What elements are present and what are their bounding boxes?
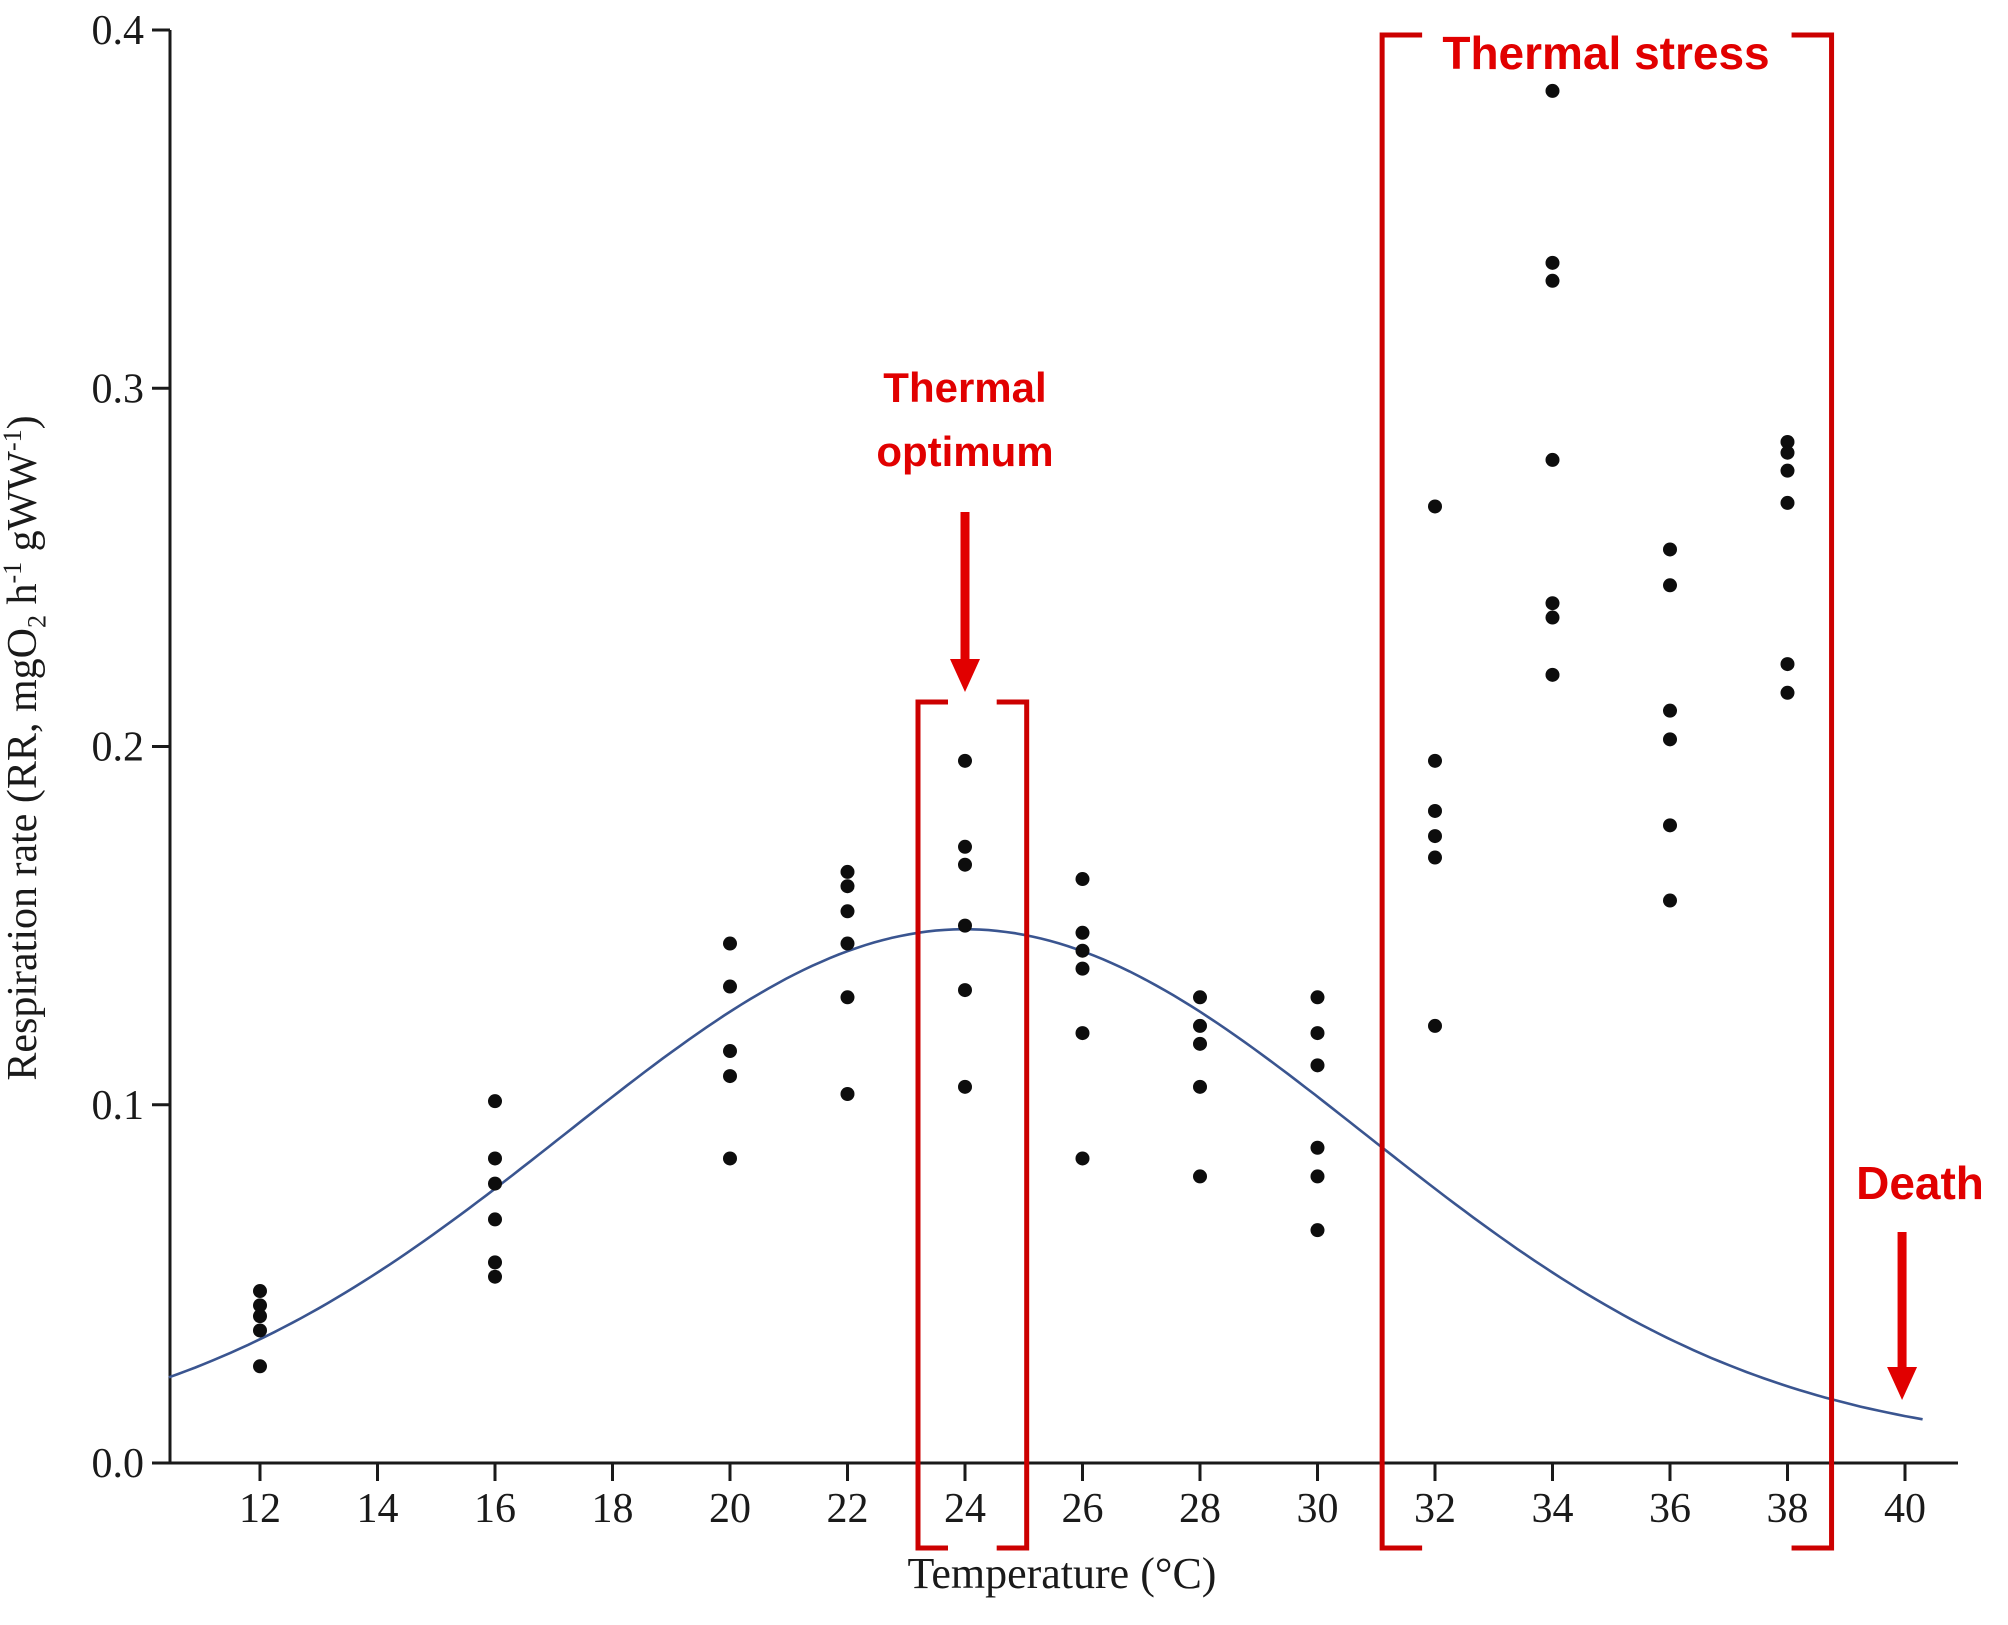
data-points: [253, 83, 1795, 1374]
svg-text:32: 32: [1414, 1486, 1456, 1532]
x-tick-labels: 12 14 16 18 20 22 24 26 28 30 32 34 36 38 40: [239, 1463, 1926, 1532]
annotation-death: Death: [1856, 1157, 1984, 1209]
svg-text:40: 40: [1884, 1486, 1926, 1532]
thermal-stress-bracket: [1379, 32, 1835, 1551]
svg-text:0.4: 0.4: [92, 8, 145, 54]
fit-curve: [168, 927, 1923, 1421]
svg-text:26: 26: [1062, 1486, 1104, 1532]
annotation-thermal-optimum-line2: optimum: [876, 428, 1054, 475]
annotation-thermal-optimum: Thermal optimum: [820, 356, 1110, 484]
svg-text:0.3: 0.3: [92, 366, 145, 412]
svg-text:14: 14: [357, 1486, 399, 1532]
svg-text:12: 12: [239, 1486, 281, 1532]
annotation-thermal-stress: Thermal stress: [1442, 27, 1770, 79]
y-tick-labels: 0.0 0.1 0.2 0.3 0.4: [92, 8, 170, 1487]
svg-text:0.0: 0.0: [92, 1441, 145, 1487]
thermal-optimum-arrow: [950, 512, 980, 692]
svg-text:22: 22: [827, 1486, 869, 1532]
svg-text:28: 28: [1179, 1486, 1221, 1532]
svg-text:18: 18: [592, 1486, 634, 1532]
axes: [168, 30, 1958, 1465]
death-arrow: [1887, 1232, 1918, 1400]
thermal-optimum-bracket: [915, 699, 1030, 1551]
x-axis-title: Temperature (°C): [907, 1549, 1217, 1598]
annotation-thermal-optimum-line1: Thermal: [883, 364, 1047, 411]
svg-text:16: 16: [474, 1486, 516, 1532]
svg-text:34: 34: [1532, 1486, 1574, 1532]
svg-text:38: 38: [1767, 1486, 1809, 1532]
svg-text:36: 36: [1649, 1486, 1691, 1532]
svg-text:20: 20: [709, 1486, 751, 1532]
svg-text:30: 30: [1297, 1486, 1339, 1532]
svg-text:24: 24: [944, 1486, 986, 1532]
svg-text:0.1: 0.1: [92, 1083, 145, 1129]
y-axis-title: Respiration rate (RR, mgO2 h-1 gWW-1): [0, 415, 52, 1081]
svg-text:0.2: 0.2: [92, 725, 145, 771]
